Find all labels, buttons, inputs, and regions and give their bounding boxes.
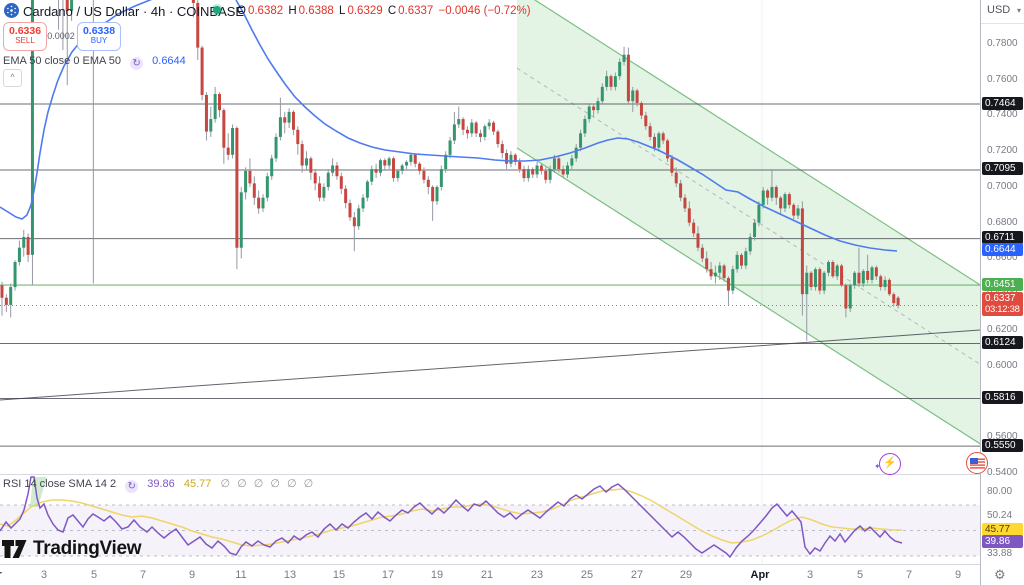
price-label: 0.6000: [987, 359, 1018, 371]
rsi-badge: 39.86: [982, 534, 1023, 548]
rsi-sma-value: 45.77: [183, 478, 212, 490]
price-axis[interactable]: USD ▾ 0.7800 0.7600 0.7400 0.7200 0.7000 0.68…: [980, 0, 1024, 585]
price-label: 0.5600: [987, 431, 1018, 443]
price-label: 0.7800: [987, 38, 1018, 49]
rsi-axis-label: 33.88: [987, 548, 1013, 559]
ema-value: 0.6644: [152, 55, 186, 67]
price-badge: 0.6644: [982, 243, 1023, 257]
us-flag-event-icon[interactable]: [966, 452, 988, 474]
time-label: 7: [139, 569, 147, 581]
price-badge: 0.6124: [982, 336, 1023, 349]
candlestick-chart[interactable]: [0, 0, 980, 474]
time-label: 23: [530, 569, 544, 581]
time-label: 15: [332, 569, 346, 581]
axis-header-divider: [981, 23, 1024, 24]
collapse-legend-button[interactable]: ^: [3, 69, 22, 87]
price-badge: 0.7095: [982, 162, 1023, 176]
time-label: 13: [283, 569, 297, 581]
price-label: 0.7000: [987, 180, 1018, 192]
rsi-indicator-legend[interactable]: RSI 14 close SMA 14 2 ↻ 39.86 45.77 ∅ ∅ …: [3, 478, 316, 493]
time-label: 11: [235, 569, 247, 581]
price-label: 0.5400: [987, 466, 1018, 478]
buy-button[interactable]: 0.6338 BUY: [77, 22, 121, 51]
time-axis-separator: [0, 564, 1024, 565]
price-label: 0.6200: [987, 323, 1018, 335]
time-label: Apr: [750, 569, 770, 581]
refresh-icon: ↻: [130, 57, 144, 70]
time-label: 21: [480, 569, 494, 581]
symbol-title[interactable]: Cardano / US Dollar · 4h · COINBASE: [23, 4, 245, 19]
lightning-boost-icon[interactable]: ⚡ ✦: [874, 453, 901, 475]
pane-separator[interactable]: [0, 474, 1024, 475]
ema-indicator-legend[interactable]: EMA 50 close 0 EMA 50 ↻ 0.6644: [3, 55, 186, 70]
time-label: 27: [630, 569, 644, 581]
rsi-hidden-values: ∅ ∅ ∅ ∅ ∅ ∅: [220, 478, 316, 490]
price-badge: 0.5550: [982, 438, 1023, 452]
price-badge: 0.6451: [982, 277, 1023, 291]
rsi-value: 39.86: [147, 478, 175, 490]
price-label: 0.7600: [987, 73, 1018, 85]
tradingview-watermark[interactable]: TradingView: [2, 538, 142, 560]
ohlc-values: O 0.6382 H 0.6388 L 0.6329 C 0.6337 −0.0046 …: [237, 5, 531, 17]
time-label: 3: [40, 569, 48, 581]
rsi-line: [0, 476, 903, 559]
time-label: 9: [188, 569, 196, 581]
price-badge: 0.5816: [982, 391, 1023, 405]
price-label: 0.6600: [987, 252, 1018, 264]
cardano-logo-icon: [4, 3, 19, 18]
time-label: 25: [580, 569, 594, 581]
time-label: 5: [856, 569, 864, 581]
chevron-down-icon: ▾: [1016, 6, 1021, 15]
price-badge: 0.6337 03:12:38: [982, 292, 1023, 317]
rsi-badge: 45.77: [982, 522, 1023, 536]
time-label: 19: [430, 569, 444, 581]
refresh-icon: ↻: [125, 480, 139, 493]
price-badge: 0.7464: [982, 96, 1023, 110]
time-label: 17: [381, 569, 395, 581]
currency-dropdown[interactable]: USD ▾: [987, 4, 1021, 16]
rsi-axis-label: 80.00: [987, 486, 1013, 497]
time-label: 7: [905, 569, 913, 581]
tradingview-logo-icon: [2, 540, 27, 558]
settings-gear-icon[interactable]: ⚙: [994, 567, 1006, 582]
ema-line: [0, 0, 153, 220]
time-label: 3: [806, 569, 814, 581]
price-badge: 0.6711: [982, 231, 1023, 245]
price-label: 0.7400: [987, 109, 1018, 121]
time-label: 9: [954, 569, 962, 581]
price-label: 0.7200: [987, 145, 1018, 157]
market-status-icon[interactable]: [213, 6, 221, 14]
sell-button[interactable]: 0.6336 SELL: [3, 22, 47, 51]
time-label: Mar: [0, 569, 2, 581]
candles: [0, 0, 900, 341]
rsi-sma-line: [0, 488, 902, 547]
ema-line: [235, 0, 898, 252]
spread-value: 0.0002: [47, 31, 75, 41]
rsi-indicator-pane[interactable]: [0, 474, 980, 564]
rsi-axis-label: 50.24: [987, 510, 1013, 521]
change-value: −0.0046 (−0.72%): [438, 5, 531, 17]
time-label: 29: [679, 569, 693, 581]
time-label: 5: [90, 569, 98, 581]
price-label: 0.6800: [987, 216, 1018, 228]
